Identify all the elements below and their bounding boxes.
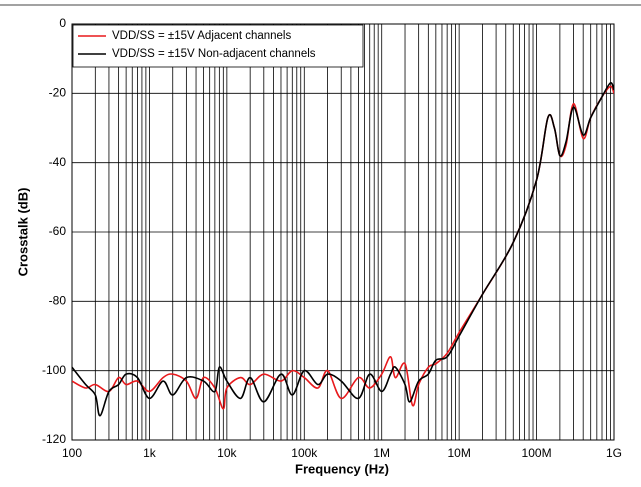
y-tick-label: -120: [42, 432, 66, 446]
y-axis-label: Crosstalk (dB): [15, 188, 30, 277]
plot-frame: [71, 23, 615, 441]
x-tick-label: 10M: [447, 446, 470, 460]
legend: VDD/SS = ±15V Adjacent channels VDD/SS = …: [72, 24, 364, 68]
y-tick-label: -20: [49, 86, 67, 100]
series-line: [72, 82, 614, 417]
y-tick-label: -100: [42, 363, 66, 377]
legend-box: [72, 24, 364, 68]
legend-label: VDD/SS = ±15V Adjacent channels: [112, 30, 291, 42]
y-tick-label: -60: [49, 224, 67, 238]
x-tick-label: 100k: [291, 446, 318, 460]
x-tick-label: 100: [62, 446, 82, 460]
y-tick-label: -80: [49, 294, 67, 308]
y-tick-label: 0: [59, 16, 66, 30]
x-tick-label: 1G: [606, 446, 622, 460]
legend-label: VDD/SS = ±15V Non-adjacent channels: [112, 48, 316, 60]
x-tick-label: 1M: [373, 446, 390, 460]
x-tick-label: 10k: [217, 446, 237, 460]
x-tick-label: 1k: [143, 446, 157, 460]
y-tick-label: -40: [49, 155, 67, 169]
x-tick-label: 100M: [522, 446, 552, 460]
x-axis-label: Frequency (Hz): [295, 461, 389, 476]
